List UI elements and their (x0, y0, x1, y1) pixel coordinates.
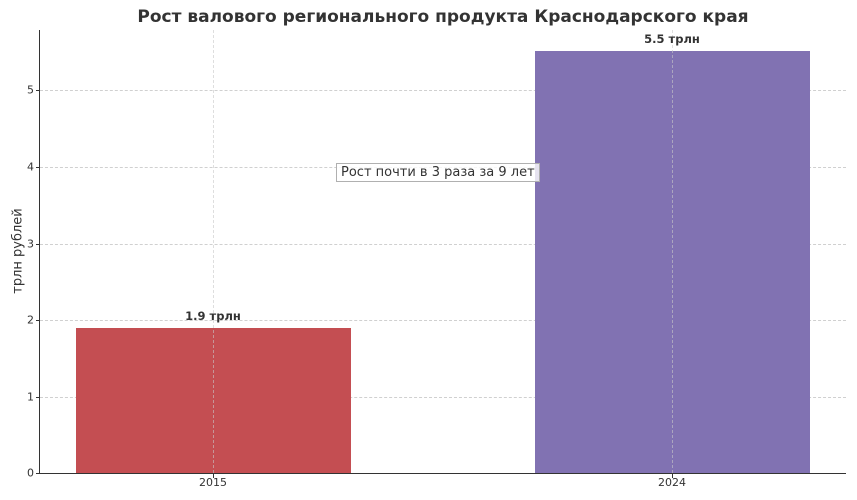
y-tick-label: 0 (27, 466, 34, 480)
y-tick (36, 244, 40, 245)
y-axis-line (39, 30, 41, 474)
x-axis-line (39, 473, 846, 475)
gridline-y-5 (40, 90, 846, 91)
y-tick (36, 167, 40, 168)
y-tick-label: 4 (27, 160, 34, 174)
gridline-y-1 (40, 397, 846, 398)
y-tick (36, 397, 40, 398)
y-axis-label: трлн рублей (10, 208, 26, 294)
chart-title: Рост валового регионального продукта Кра… (137, 7, 749, 27)
x-tick-label-2015: 2015 (199, 476, 227, 489)
bar-value-label-2015: 1.9 трлн (185, 309, 241, 323)
x-tick (213, 474, 214, 478)
y-tick-label: 3 (27, 237, 34, 251)
gridline-y-3 (40, 244, 846, 245)
y-tick (36, 320, 40, 321)
bar-value-label-2024: 5.5 трлн (644, 32, 700, 46)
growth-annotation: Рост почти в 3 раза за 9 лет (336, 163, 540, 182)
gridline-x-2015 (213, 30, 214, 473)
y-tick-label: 1 (27, 390, 34, 404)
x-tick-label-2024: 2024 (658, 476, 686, 489)
y-tick (36, 473, 40, 474)
x-tick (672, 474, 673, 478)
y-tick (36, 90, 40, 91)
y-tick-label: 2 (27, 313, 34, 327)
gridline-x-2024 (672, 30, 673, 473)
gridline-y-2 (40, 320, 846, 321)
y-tick-label: 5 (27, 83, 34, 97)
